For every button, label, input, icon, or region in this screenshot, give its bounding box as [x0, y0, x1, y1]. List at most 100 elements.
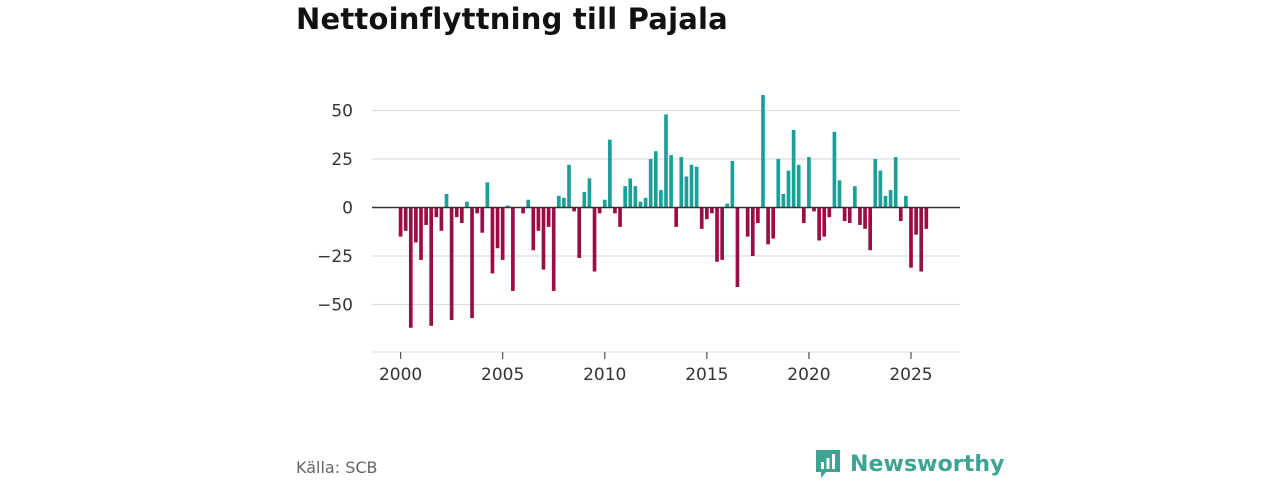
- bar: [470, 207, 474, 319]
- bar: [454, 207, 459, 218]
- bar: [827, 207, 832, 218]
- bar: [628, 178, 633, 208]
- bar: [608, 139, 612, 208]
- y-axis: 50 25 0 −25 −50: [317, 102, 353, 316]
- bar: [465, 201, 469, 208]
- bar: [460, 207, 464, 224]
- bar: [898, 207, 903, 222]
- bar: [858, 207, 862, 225]
- bar: [863, 207, 867, 229]
- y-tick-label: 50: [331, 102, 353, 122]
- bar: [485, 182, 490, 208]
- bar: [705, 207, 709, 220]
- bar: [511, 207, 515, 291]
- bar: [669, 155, 673, 208]
- bar: [633, 186, 638, 208]
- bar: [577, 207, 582, 258]
- bar: [449, 207, 454, 321]
- bar: [914, 207, 918, 235]
- bar: [653, 151, 658, 208]
- bar: [679, 157, 684, 208]
- bar: [699, 207, 704, 229]
- bar: [490, 207, 495, 274]
- bar: [761, 94, 765, 208]
- bar: [924, 207, 929, 229]
- bar: [602, 199, 607, 208]
- bar: [541, 207, 546, 270]
- bar: [674, 207, 679, 227]
- bar: [623, 186, 627, 208]
- bar: [546, 207, 551, 227]
- bar: [837, 180, 842, 208]
- bar: [745, 207, 750, 237]
- bars: [398, 94, 929, 328]
- y-tick-label: 25: [331, 150, 353, 170]
- bar: [536, 207, 541, 231]
- bar: [715, 207, 719, 262]
- bar: [720, 207, 724, 260]
- bar: [659, 190, 663, 208]
- bar: [853, 186, 857, 208]
- bar: [664, 114, 668, 208]
- bar: [791, 129, 796, 208]
- bar: [613, 207, 617, 214]
- bar: [419, 207, 423, 260]
- bar: [618, 207, 622, 227]
- bar: [582, 191, 587, 208]
- bar: [643, 197, 648, 208]
- bar: [551, 207, 556, 291]
- bar: [403, 207, 408, 231]
- source-note: Källa: SCB: [296, 458, 378, 477]
- bar: [414, 207, 418, 243]
- bar: [592, 207, 597, 272]
- x-tick-label: 2025: [889, 365, 932, 385]
- bar: [505, 205, 510, 208]
- y-tick-label: −50: [317, 296, 353, 316]
- bar: [398, 207, 403, 237]
- newsworthy-logo: Newsworthy: [814, 447, 1005, 481]
- bar: [730, 160, 735, 208]
- bar: [776, 159, 781, 208]
- bar: [475, 207, 479, 214]
- bar: [531, 207, 536, 251]
- bar: [495, 207, 500, 249]
- bar: [480, 207, 485, 233]
- x-tick-label: 2010: [583, 365, 626, 385]
- x-tick-label: 2020: [787, 365, 830, 385]
- bar: [439, 207, 444, 231]
- x-tick-label: 2015: [685, 365, 728, 385]
- newsworthy-icon: [816, 450, 840, 478]
- bar: [567, 164, 571, 208]
- bar: [868, 207, 872, 251]
- bar: [572, 207, 576, 212]
- brand-name: Newsworthy: [850, 451, 1005, 477]
- bar: [587, 178, 592, 208]
- y-tick-label: 0: [342, 199, 353, 219]
- bar: [893, 157, 898, 208]
- bar: [444, 193, 449, 208]
- bar: [689, 164, 694, 208]
- bar: [812, 207, 816, 212]
- x-tick-label: 2005: [481, 365, 524, 385]
- bar: [842, 207, 847, 222]
- bar: [909, 207, 913, 268]
- bar: [434, 207, 439, 218]
- bar: [562, 197, 566, 208]
- x-axis: 2000 2005 2010 2015 2020 2025: [372, 351, 960, 385]
- bar: [424, 207, 428, 225]
- bar: [710, 207, 714, 214]
- bar: [878, 170, 883, 208]
- bar: [429, 207, 434, 326]
- x-tick-label: 2000: [379, 365, 422, 385]
- bar: [832, 131, 837, 208]
- bar: [771, 207, 776, 239]
- bar: [801, 207, 806, 224]
- bar: [556, 195, 561, 208]
- bar: [725, 203, 730, 208]
- bar: [807, 157, 811, 208]
- bar: [500, 207, 505, 260]
- chart-title: Nettoinflyttning till Pajala: [296, 2, 728, 36]
- bar: [766, 207, 770, 245]
- bar: [526, 199, 531, 208]
